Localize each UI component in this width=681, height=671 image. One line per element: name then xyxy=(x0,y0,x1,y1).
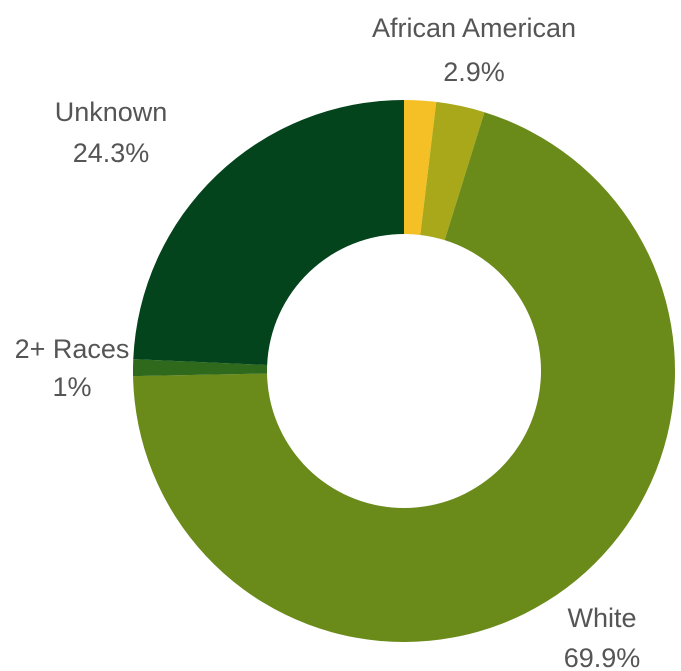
slice-2-races xyxy=(132,359,268,377)
label-unknown-value: 24.3% xyxy=(73,138,150,168)
label-2plus-races-value: 1% xyxy=(52,372,91,402)
label-white-value: 69.9% xyxy=(564,643,641,671)
slice-white xyxy=(133,112,675,642)
label-african-american-name: African American xyxy=(372,13,576,43)
label-white-name: White xyxy=(567,603,636,633)
slice-hispanic xyxy=(404,100,437,235)
label-african-american-value: 2.9% xyxy=(443,57,505,87)
slice-african-american xyxy=(420,101,485,241)
label-unknown-name: Unknown xyxy=(55,97,168,127)
label-2plus-races-name: 2+ Races xyxy=(15,334,130,364)
donut-slices xyxy=(132,100,675,642)
slice-unknown xyxy=(133,100,404,365)
